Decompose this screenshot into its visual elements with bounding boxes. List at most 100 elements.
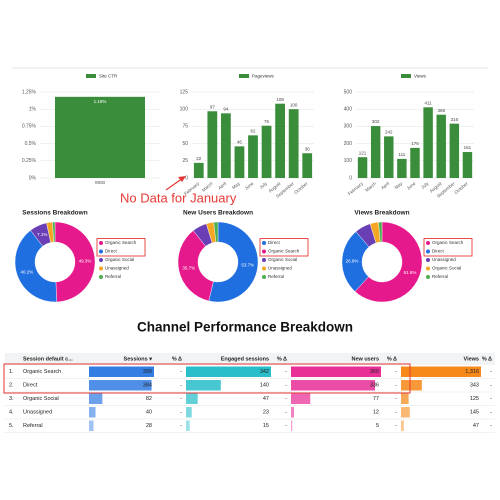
table-cell: - — [285, 423, 287, 429]
table-cell: 140 — [260, 383, 269, 389]
slice-label: 61.8% — [404, 270, 417, 275]
bar — [397, 158, 407, 178]
legend-dot — [426, 258, 430, 262]
data-label: 36 — [305, 146, 311, 151]
table-cell: 2. — [9, 383, 14, 389]
table-cell: 12 — [373, 410, 379, 416]
slice-label: 26.9% — [346, 259, 359, 264]
legend-label: Views — [414, 74, 427, 79]
x-tick-label: May — [394, 180, 404, 190]
pie-title: Sessions Breakdown — [22, 210, 87, 217]
table-cell: 15 — [263, 423, 269, 429]
bar — [207, 111, 218, 178]
table-cell: - — [180, 396, 182, 402]
table-cell: 47 — [263, 396, 269, 402]
heat-bar — [401, 420, 404, 431]
pie-slice — [54, 221, 96, 303]
table-cell: - — [395, 369, 397, 375]
table-cell: Organic Social — [23, 396, 59, 402]
bar — [275, 103, 285, 178]
y-tick-label: 100 — [180, 107, 189, 113]
legend-label: Organic Social — [105, 257, 134, 262]
y-tick-label: 0% — [29, 175, 37, 181]
data-label: 94 — [223, 107, 229, 112]
heat-bar — [401, 407, 410, 418]
legend-dot — [262, 266, 266, 271]
y-tick-label: 1.25% — [22, 89, 37, 95]
legend-label: Referral — [105, 274, 121, 279]
y-tick-label: 400 — [344, 107, 353, 113]
column-header: % Δ — [482, 356, 492, 362]
y-tick-label: 25 — [182, 158, 188, 164]
legend-label: Organic Search — [105, 240, 137, 245]
legend-label: Pageviews — [252, 74, 275, 79]
heat-bar — [291, 366, 381, 377]
data-label: 111 — [398, 152, 405, 157]
pie-title: Views Breakdown — [354, 210, 409, 217]
column-header: % Δ — [387, 356, 397, 362]
heat-bar — [291, 420, 293, 431]
data-label: 22 — [196, 156, 202, 161]
heat-bar — [89, 393, 103, 404]
bar — [234, 146, 245, 178]
table-cell: - — [285, 383, 287, 389]
data-label: 302 — [372, 119, 380, 124]
legend-label: Unassigned — [432, 257, 456, 262]
column-header: % Δ — [172, 356, 182, 362]
bar — [370, 126, 381, 178]
x-tick-label: June — [244, 181, 255, 191]
column-header: Views — [464, 356, 480, 362]
y-tick-label: 300 — [344, 124, 353, 130]
data-label: 242 — [385, 130, 393, 135]
legend-swatch — [86, 74, 96, 78]
legend-dot — [426, 275, 430, 279]
table-cell: - — [285, 410, 287, 416]
heat-bar — [89, 420, 94, 431]
data-label: 108 — [276, 97, 284, 102]
y-tick-label: 100 — [344, 158, 353, 164]
table-cell: 336 — [370, 383, 379, 389]
bar — [462, 152, 473, 178]
pie-slice — [177, 230, 214, 302]
table-cell: - — [490, 383, 492, 389]
legend-label: Direct — [105, 249, 118, 254]
heat-bar — [89, 366, 154, 377]
heat-bar — [291, 393, 311, 404]
legend-dot — [262, 249, 266, 254]
bar — [55, 96, 145, 178]
heat-bar — [401, 393, 409, 404]
column-header: Session default c... — [23, 356, 73, 362]
table-cell: 360 — [370, 369, 379, 375]
table-cell: - — [395, 383, 397, 389]
y-tick-label: 125 — [180, 89, 189, 95]
table-cell: Referral — [23, 423, 43, 429]
table-cell: Direct — [23, 383, 38, 389]
data-label: 175 — [411, 141, 419, 146]
table-cell: 40 — [146, 410, 152, 416]
legend-label: Organic Social — [432, 266, 461, 271]
bar — [423, 107, 433, 178]
legend-label: Referral — [432, 274, 448, 279]
x-tick-label: July — [259, 180, 269, 189]
table-cell: 47 — [473, 423, 479, 429]
slice-label: 35.7% — [182, 266, 195, 271]
legend-label: Organic Search — [268, 249, 300, 254]
data-label: 368 — [437, 108, 445, 113]
table-cell: 384 — [143, 383, 152, 389]
column-header: Engaged sessions — [221, 356, 269, 362]
bar — [449, 123, 460, 178]
data-label: 411 — [425, 100, 433, 105]
heat-bar — [89, 407, 96, 418]
table-cell: - — [285, 369, 287, 375]
bar — [221, 113, 231, 178]
y-tick-label: 500 — [344, 89, 353, 95]
pie-slice — [378, 221, 383, 243]
y-tick-label: 0.75% — [22, 124, 37, 130]
data-label: 76 — [264, 119, 270, 124]
table-header-bg — [5, 353, 495, 365]
x-tick-label: WEB — [95, 180, 105, 185]
legend-label: Unassigned — [105, 266, 129, 271]
table-cell: - — [395, 396, 397, 402]
legend-label: Referral — [268, 274, 284, 279]
data-label: 151 — [464, 145, 472, 150]
